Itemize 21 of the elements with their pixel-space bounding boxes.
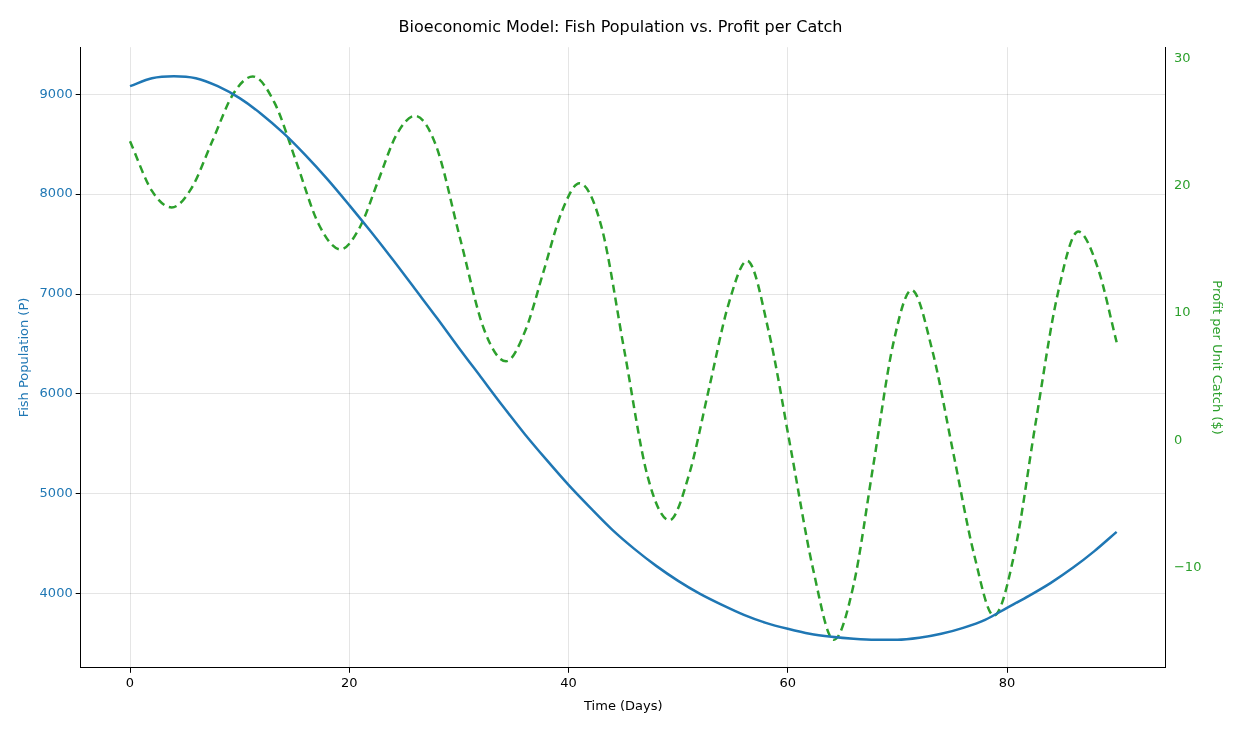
y-tick-label: 5000 (39, 485, 73, 501)
y-axis-title: Fish Population (P) (16, 297, 32, 418)
y2-axis-title: Profit per Unit Catch ($) (1209, 280, 1225, 435)
y-tick-label: 7000 (39, 285, 73, 301)
y2-tick-label: 0 (1173, 431, 1183, 447)
y-tick-label: 6000 (39, 385, 73, 401)
x-axis-title: Time (Days) (583, 697, 663, 713)
chart-title: Bioeconomic Model: Fish Population vs. Profit per Catch (398, 16, 843, 36)
y-tick-label: 9000 (39, 85, 73, 101)
line-series (128, 74, 1118, 642)
x-tick-label: 40 (560, 674, 577, 690)
y2-tick-label: 10 (1173, 304, 1191, 320)
y-tick-label: 8000 (39, 185, 73, 201)
x-tick-label: 20 (340, 674, 358, 690)
y2-tick-label: 30 (1173, 50, 1191, 66)
y2-tick-label: 20 (1173, 177, 1191, 193)
x-tick-label: 0 (125, 674, 135, 690)
x-tick-label: 80 (998, 674, 1016, 690)
x-tick-label: 60 (779, 674, 797, 690)
y2-tick-label: −10 (1173, 558, 1202, 574)
y-tick-label: 4000 (39, 585, 73, 601)
